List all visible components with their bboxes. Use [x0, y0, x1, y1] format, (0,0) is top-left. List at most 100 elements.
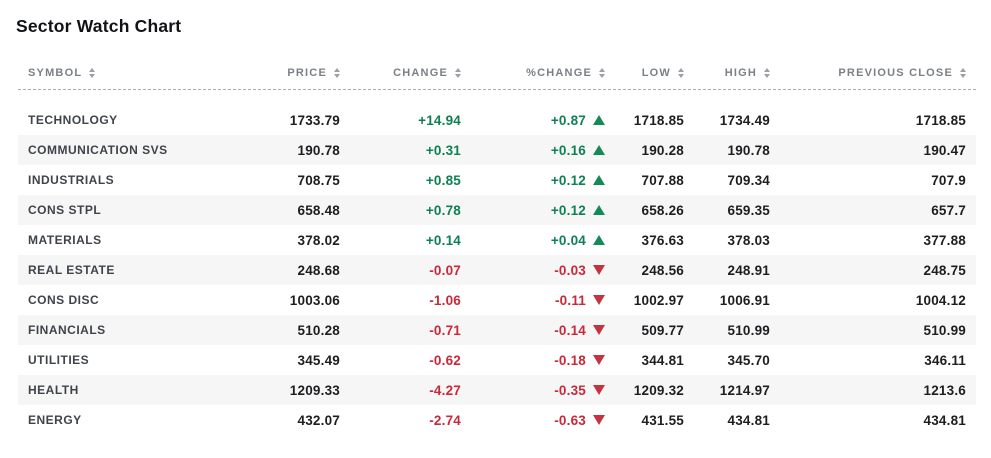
price-cell: 708.75 [297, 172, 340, 188]
percent-change-value: -0.03 [554, 262, 586, 278]
symbol-cell: CONS STPL [28, 203, 102, 217]
sort-icon[interactable] [334, 67, 340, 78]
table-row[interactable]: REAL ESTATE 248.68 -0.07 -0.03 248.56 248.91 2… [18, 255, 976, 285]
percent-change-cell: -0.35 [461, 383, 605, 398]
percent-change-value: -0.63 [554, 412, 586, 428]
price-cell: 510.28 [297, 322, 340, 338]
symbol-cell: TECHNOLOGY [28, 113, 118, 127]
sort-icon[interactable] [599, 67, 605, 78]
sort-icon[interactable] [764, 67, 770, 78]
column-header-label: CHANGE [393, 66, 448, 79]
sector-watch-table: SYMBOL PRICE CHANGE %CHANGE LOW HIGH PRE… [18, 56, 976, 435]
column-header-label: LOW [641, 66, 671, 79]
change-cell: +0.78 [425, 202, 461, 218]
percent-change-value: -0.11 [554, 292, 586, 308]
change-cell: +0.85 [425, 172, 461, 188]
percent-change-cell: -0.63 [461, 413, 605, 428]
percent-change-value: +0.12 [550, 202, 586, 218]
low-cell: 707.88 [641, 172, 684, 188]
change-cell: +0.31 [425, 142, 461, 158]
percent-change-value: -0.14 [554, 322, 586, 338]
percent-change-value: -0.18 [554, 352, 586, 368]
previous-close-cell: 346.11 [924, 352, 966, 368]
up-triangle-icon [593, 145, 605, 155]
table-row[interactable]: ENERGY 432.07 -2.74 -0.63 431.55 434.81 434.81 [18, 405, 976, 435]
high-cell: 248.91 [727, 262, 770, 278]
sort-icon[interactable] [960, 67, 966, 78]
low-cell: 344.81 [641, 352, 684, 368]
previous-close-cell: 1718.85 [915, 112, 966, 128]
sort-icon[interactable] [455, 67, 461, 78]
change-cell: -0.07 [429, 262, 461, 278]
symbol-cell: UTILITIES [28, 353, 90, 367]
low-cell: 1002.97 [633, 292, 684, 308]
up-triangle-icon [593, 175, 605, 185]
previous-close-cell: 434.81 [923, 412, 966, 428]
price-cell: 1733.79 [289, 112, 340, 128]
table-row[interactable]: COMMUNICATION SVS 190.78 +0.31 +0.16 190.28 1… [18, 135, 976, 165]
price-cell: 248.68 [297, 262, 340, 278]
table-row[interactable]: TECHNOLOGY 1733.79 +14.94 +0.87 1718.85 1734.… [18, 105, 976, 135]
column-header-symbol[interactable]: SYMBOL [18, 67, 250, 79]
high-cell: 190.78 [727, 142, 770, 158]
low-cell: 1209.32 [633, 382, 684, 398]
symbol-cell: INDUSTRIALS [28, 173, 115, 187]
column-header-change[interactable]: CHANGE [340, 67, 461, 79]
table-row[interactable]: HEALTH 1209.33 -4.27 -0.35 1209.32 1214.97 121… [18, 375, 976, 405]
down-triangle-icon [593, 355, 605, 365]
column-header-previous-close[interactable]: PREVIOUS CLOSE [770, 67, 976, 79]
low-cell: 658.26 [641, 202, 684, 218]
column-header-label: %CHANGE [526, 66, 592, 79]
high-cell: 1006.91 [719, 292, 770, 308]
change-cell: -0.62 [429, 352, 461, 368]
change-cell: -1.06 [429, 292, 461, 308]
column-header-percent-change[interactable]: %CHANGE [461, 67, 605, 79]
percent-change-cell: +0.12 [461, 203, 605, 218]
table-row[interactable]: CONS DISC 1003.06 -1.06 -0.11 1002.97 1006.91… [18, 285, 976, 315]
sort-icon[interactable] [678, 67, 684, 78]
table-row[interactable]: FINANCIALS 510.28 -0.71 -0.14 509.77 510.99 51… [18, 315, 976, 345]
high-cell: 345.70 [727, 352, 770, 368]
table-header-row: SYMBOL PRICE CHANGE %CHANGE LOW HIGH PRE… [18, 56, 976, 90]
column-header-low[interactable]: LOW [605, 67, 684, 79]
percent-change-cell: +0.87 [461, 113, 605, 128]
previous-close-cell: 510.99 [923, 322, 966, 338]
page-title: Sector Watch Chart [16, 16, 182, 36]
change-cell: -0.71 [429, 322, 461, 338]
percent-change-value: +0.04 [550, 232, 586, 248]
price-cell: 1003.06 [289, 292, 340, 308]
previous-close-cell: 1213.6 [923, 382, 966, 398]
sort-icon[interactable] [89, 67, 96, 78]
column-header-label: SYMBOL [28, 66, 83, 79]
percent-change-cell: +0.04 [461, 233, 605, 248]
percent-change-value: +0.12 [550, 172, 586, 188]
table-row[interactable]: CONS STPL 658.48 +0.78 +0.12 658.26 659.35 657… [18, 195, 976, 225]
header-spacer [18, 90, 976, 105]
table-row[interactable]: UTILITIES 345.49 -0.62 -0.18 344.81 345.70 346… [18, 345, 976, 375]
symbol-cell: CONS DISC [28, 293, 100, 307]
change-cell: +0.14 [425, 232, 461, 248]
down-triangle-icon [593, 325, 605, 335]
low-cell: 509.77 [641, 322, 684, 338]
change-cell: -4.27 [429, 382, 461, 398]
column-header-high[interactable]: HIGH [684, 67, 770, 79]
high-cell: 378.03 [727, 232, 770, 248]
up-triangle-icon [593, 115, 605, 125]
high-cell: 1214.97 [719, 382, 770, 398]
previous-close-cell: 377.88 [923, 232, 966, 248]
low-cell: 376.63 [641, 232, 684, 248]
percent-change-cell: -0.18 [461, 353, 605, 368]
percent-change-value: +0.16 [550, 142, 586, 158]
table-row[interactable]: INDUSTRIALS 708.75 +0.85 +0.12 707.88 709.34 7… [18, 165, 976, 195]
table-row[interactable]: MATERIALS 378.02 +0.14 +0.04 376.63 378.03 377… [18, 225, 976, 255]
column-header-price[interactable]: PRICE [250, 67, 340, 79]
column-header-label: PREVIOUS CLOSE [838, 66, 953, 79]
percent-change-cell: -0.03 [461, 263, 605, 278]
low-cell: 248.56 [641, 262, 684, 278]
up-triangle-icon [593, 235, 605, 245]
up-triangle-icon [593, 205, 605, 215]
percent-change-cell: +0.12 [461, 173, 605, 188]
price-cell: 378.02 [297, 232, 340, 248]
column-header-label: HIGH [724, 66, 757, 79]
price-cell: 658.48 [297, 202, 340, 218]
